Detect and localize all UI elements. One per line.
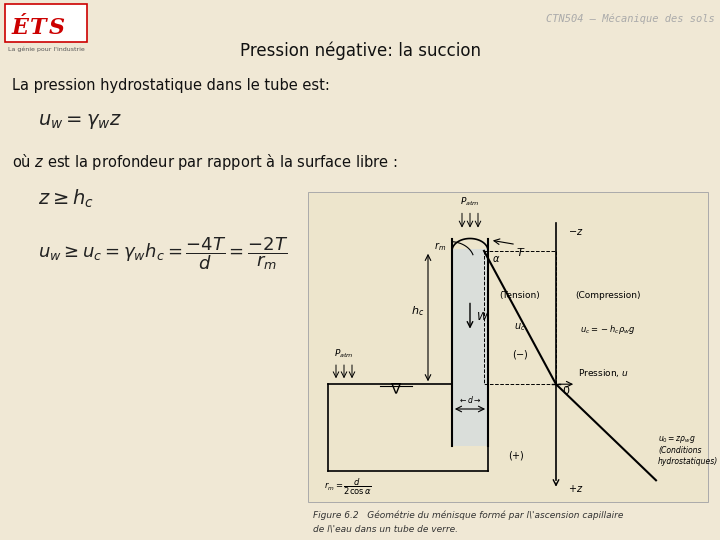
Text: $u_0 = z\rho_w g$
(Conditions
hydrostatiques): $u_0 = z\rho_w g$ (Conditions hydrostati…: [658, 434, 719, 465]
Text: La génie pour l'industrie: La génie pour l'industrie: [8, 47, 85, 52]
Bar: [484, 251, 556, 384]
Text: $W$: $W$: [476, 310, 490, 322]
Text: où $z$ est la profondeur par rapport à la surface libre :: où $z$ est la profondeur par rapport à l…: [12, 152, 397, 172]
Text: $r_m$: $r_m$: [434, 240, 446, 253]
Text: $T$: $T$: [516, 246, 526, 259]
Text: T: T: [30, 17, 47, 39]
Text: $P_{atm}$: $P_{atm}$: [460, 196, 480, 208]
Text: $\nabla$: $\nabla$: [390, 382, 402, 397]
Text: $u_c$: $u_c$: [514, 321, 526, 333]
Text: $r_m = \dfrac{d}{2\cos\alpha}$: $r_m = \dfrac{d}{2\cos\alpha}$: [324, 476, 372, 497]
Text: $u_c = -h_c \rho_w g$: $u_c = -h_c \rho_w g$: [580, 323, 636, 336]
Text: $+z$: $+z$: [568, 483, 583, 495]
Text: Pression négative: la succion: Pression négative: la succion: [240, 42, 480, 60]
Text: $P_{atm}$: $P_{atm}$: [334, 348, 354, 360]
Text: $u_w = \gamma_w z$: $u_w = \gamma_w z$: [38, 112, 122, 131]
Text: (Compression): (Compression): [575, 292, 641, 300]
Bar: [308, 192, 708, 502]
Text: $\leftarrow d \rightarrow$: $\leftarrow d \rightarrow$: [458, 394, 482, 405]
Text: S: S: [49, 17, 65, 39]
Bar: [452, 249, 488, 446]
Text: $-z$: $-z$: [568, 227, 583, 237]
Text: Pression, $u$: Pression, $u$: [578, 367, 629, 379]
Text: $(-)$: $(-)$: [511, 348, 528, 361]
Text: Figure 6.2   Géométrie du ménisque formé par l\'ascension capillaire: Figure 6.2 Géométrie du ménisque formé p…: [313, 510, 624, 519]
Text: $u_w \geq u_c = \gamma_w h_c = \dfrac{-4T}{d} = \dfrac{-2T}{r_m}$: $u_w \geq u_c = \gamma_w h_c = \dfrac{-4…: [38, 235, 288, 272]
Text: La pression hydrostatique dans le tube est:: La pression hydrostatique dans le tube e…: [12, 78, 330, 93]
Text: 0: 0: [562, 386, 569, 396]
Text: $\alpha$: $\alpha$: [492, 254, 500, 264]
Text: (Tension): (Tension): [500, 292, 541, 300]
Text: $z \geq h_c$: $z \geq h_c$: [38, 188, 94, 210]
Text: CTN504 – Mécanique des sols: CTN504 – Mécanique des sols: [546, 14, 715, 24]
Text: de l\'eau dans un tube de verre.: de l\'eau dans un tube de verre.: [313, 524, 458, 533]
Text: $h_c$: $h_c$: [411, 305, 424, 318]
Text: É: É: [12, 17, 29, 39]
Bar: [5, 4, 87, 42]
Text: $(+)$: $(+)$: [508, 449, 524, 462]
